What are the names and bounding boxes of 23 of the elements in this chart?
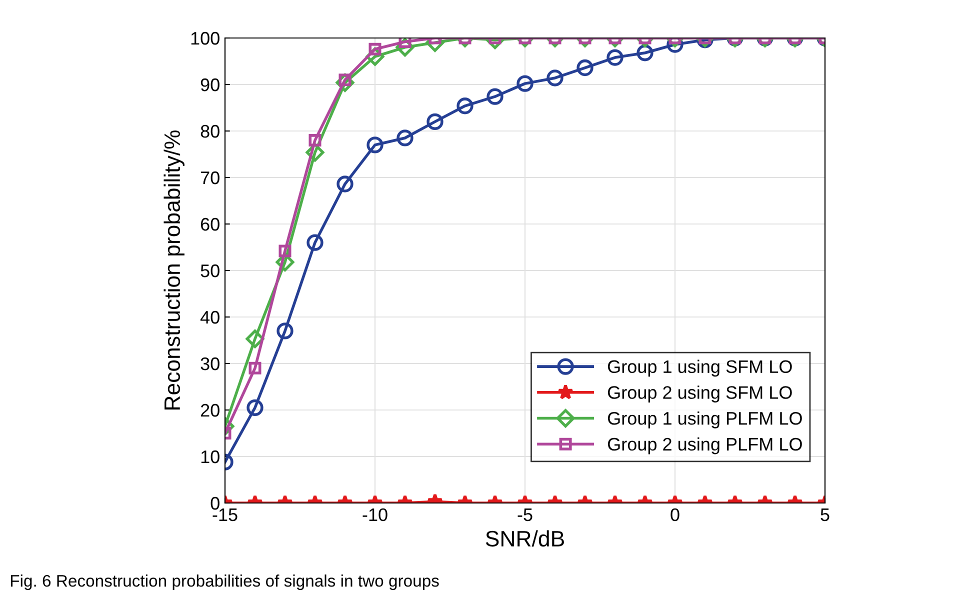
y-tick-label: 80 [200,124,220,138]
x-tick-label: 0 [670,508,680,522]
x-tick-label: -10 [362,508,388,522]
y-tick-label: 20 [200,404,220,417]
y-tick-label: 70 [200,171,220,184]
y-tick-label: 10 [201,450,220,464]
legend-label: Group 1 using SFM LO [608,360,792,377]
y-tick-label: 40 [200,310,220,324]
x-tick-label: -5 [518,508,532,522]
legend-label: Group 2 using PLFM LO [608,437,802,454]
x-tick-label: 5 [820,508,830,522]
y-tick-label: 100 [191,32,220,45]
y-tick-label: 30 [200,357,220,370]
legend-label: Group 2 using SFM LO [608,386,792,402]
x-axis-title: SNR/dB [486,530,564,547]
caption: Fig. 6 Reconstruction probabilities of signals in two groups [10,574,439,590]
y-tick-label: 60 [200,218,220,231]
x-tick-label: -15 [212,508,238,522]
y-tick-label: 50 [200,264,220,278]
y-axis-title: Reconstruction probability/% [164,130,184,410]
y-tick-label: 90 [200,78,220,92]
legend-label: Group 1 using PLFM LO [608,412,802,428]
y-tick-label: 0 [210,496,220,510]
